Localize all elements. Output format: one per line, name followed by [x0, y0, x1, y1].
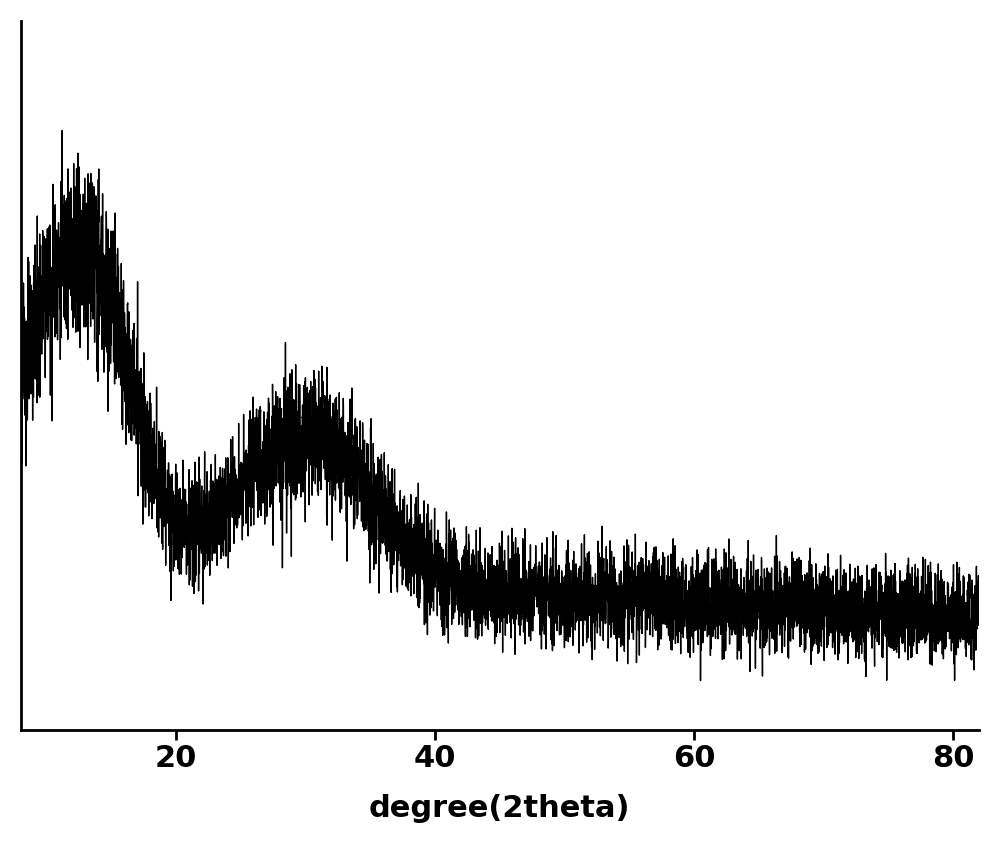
X-axis label: degree(2theta): degree(2theta) [369, 794, 631, 823]
